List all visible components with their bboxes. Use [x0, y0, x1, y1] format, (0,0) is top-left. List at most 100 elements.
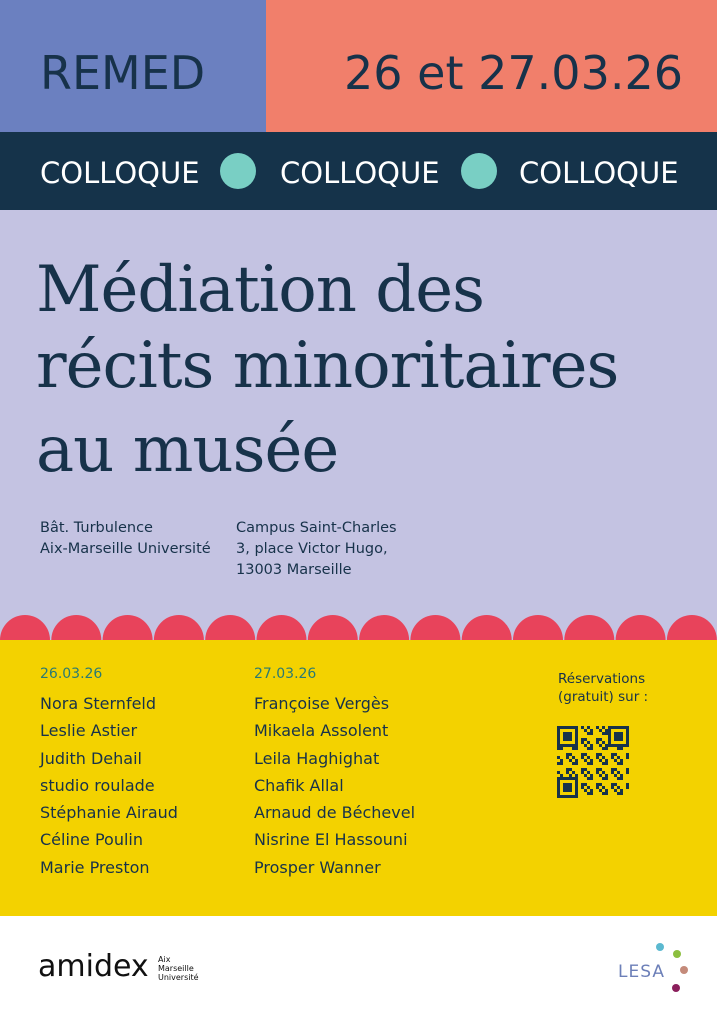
qr-code[interactable]: [557, 726, 629, 798]
dot: [461, 153, 497, 189]
speaker: Marie Preston: [40, 857, 150, 877]
qr-module: [602, 786, 605, 789]
qr-module: [581, 753, 584, 756]
qr-module: [614, 732, 623, 741]
title-line: au musée: [36, 413, 339, 487]
scallop: [410, 615, 461, 640]
qr-module: [560, 774, 563, 777]
qr-module: [563, 732, 572, 741]
qr-module: [620, 762, 623, 765]
venue-line: Campus Saint-Charles: [236, 520, 397, 536]
qr-module: [614, 759, 617, 762]
scallops: [0, 615, 717, 640]
speaker: Leslie Astier: [40, 721, 138, 741]
qr-module: [596, 726, 599, 729]
qr-module: [596, 768, 599, 771]
qr-module: [587, 771, 590, 774]
speaker: Nora Sternfeld: [40, 694, 157, 713]
qr-module: [587, 747, 590, 750]
qr-module: [599, 783, 602, 786]
qr-module: [584, 783, 587, 786]
speaker: Leila Haghighat: [254, 748, 380, 768]
qr-module: [590, 732, 593, 735]
qr-module: [563, 783, 572, 792]
title-section: Médiation des récits minoritaires au mus…: [0, 210, 717, 640]
qr-module: [584, 768, 587, 771]
qr-module: [557, 747, 560, 750]
reservation-line: (gratuit) sur :: [558, 689, 649, 705]
speaker: Céline Poulin: [40, 830, 144, 850]
speaker: Judith Dehail: [40, 748, 142, 768]
qr-module: [620, 792, 623, 795]
qr-module: [572, 771, 575, 774]
qr-module: [611, 786, 614, 789]
qr-module: [587, 762, 590, 765]
qr-module: [599, 744, 602, 747]
qr-module: [614, 789, 617, 792]
speaker: Nisrine El Hassouni: [254, 830, 408, 850]
qr-module: [626, 783, 629, 786]
qr-module: [605, 777, 608, 780]
qr-module: [590, 789, 593, 792]
scallop: [51, 615, 102, 640]
qr-module: [587, 726, 590, 729]
qr-module: [617, 786, 620, 789]
qr-module: [596, 741, 599, 744]
qr-module: [596, 771, 599, 774]
scallop: [0, 615, 50, 640]
qr-module: [569, 768, 572, 771]
venue-line: 3, place Victor Hugo,: [236, 541, 388, 557]
qr-module: [569, 753, 572, 756]
qr-module: [575, 747, 578, 750]
qr-module: [626, 771, 629, 774]
reservation-line: Réservations: [558, 671, 646, 687]
qr-module: [557, 762, 560, 765]
qr-module: [611, 771, 614, 774]
venue-line: Aix-Marseille Université: [40, 541, 211, 557]
qr-module: [596, 783, 599, 786]
qr-module: [626, 753, 629, 756]
venue-right: Campus Saint-Charles 3, place Victor Hug…: [236, 518, 397, 581]
qr-module: [587, 756, 590, 759]
qr-module: [605, 729, 608, 732]
qr-module: [599, 729, 602, 732]
qr-module: [557, 771, 560, 774]
banner-word: COLLOQUE: [40, 156, 200, 190]
qr-module: [599, 768, 602, 771]
qr-module: [560, 762, 563, 765]
lesa-dots: [656, 943, 688, 992]
program: 26.03.26 Nora Sternfeld Leslie Astier Judi…: [0, 640, 717, 916]
qr-module: [611, 783, 614, 786]
speakers: Françoise Vergès Mikaela Assolent Leila Ha…: [254, 690, 415, 881]
qr-module: [566, 756, 569, 759]
lesa-logo: LESA: [618, 962, 665, 982]
qr-module: [614, 753, 617, 756]
qr-module: [590, 777, 593, 780]
qr-module: [587, 732, 590, 735]
scallop: [666, 615, 717, 640]
qr-module: [581, 741, 584, 744]
scallop: [256, 615, 307, 640]
speaker: Mikaela Assolent: [254, 721, 389, 741]
qr-module: [605, 732, 608, 735]
qr-module: [605, 792, 608, 795]
venue-line: 13003 Marseille: [236, 562, 352, 578]
banner-word: COLLOQUE: [519, 156, 679, 190]
qr-module: [566, 768, 569, 771]
qr-module: [596, 786, 599, 789]
amu-logo: Aix Marseille Université: [158, 955, 199, 982]
venue-line: Bât. Turbulence: [40, 520, 153, 536]
qr-module: [617, 756, 620, 759]
qr-module: [599, 759, 602, 762]
qr-module: [590, 729, 593, 732]
qr-module: [596, 756, 599, 759]
qr-module: [587, 777, 590, 780]
qr-module: [581, 756, 584, 759]
venue-left: Bât. Turbulence Aix-Marseille Université: [40, 518, 211, 560]
qr-module: [584, 729, 587, 732]
qr-module: [626, 786, 629, 789]
qr-module: [617, 747, 620, 750]
scallop: [461, 615, 512, 640]
speakers: Nora Sternfeld Leslie Astier Judith Dehail…: [40, 690, 178, 881]
